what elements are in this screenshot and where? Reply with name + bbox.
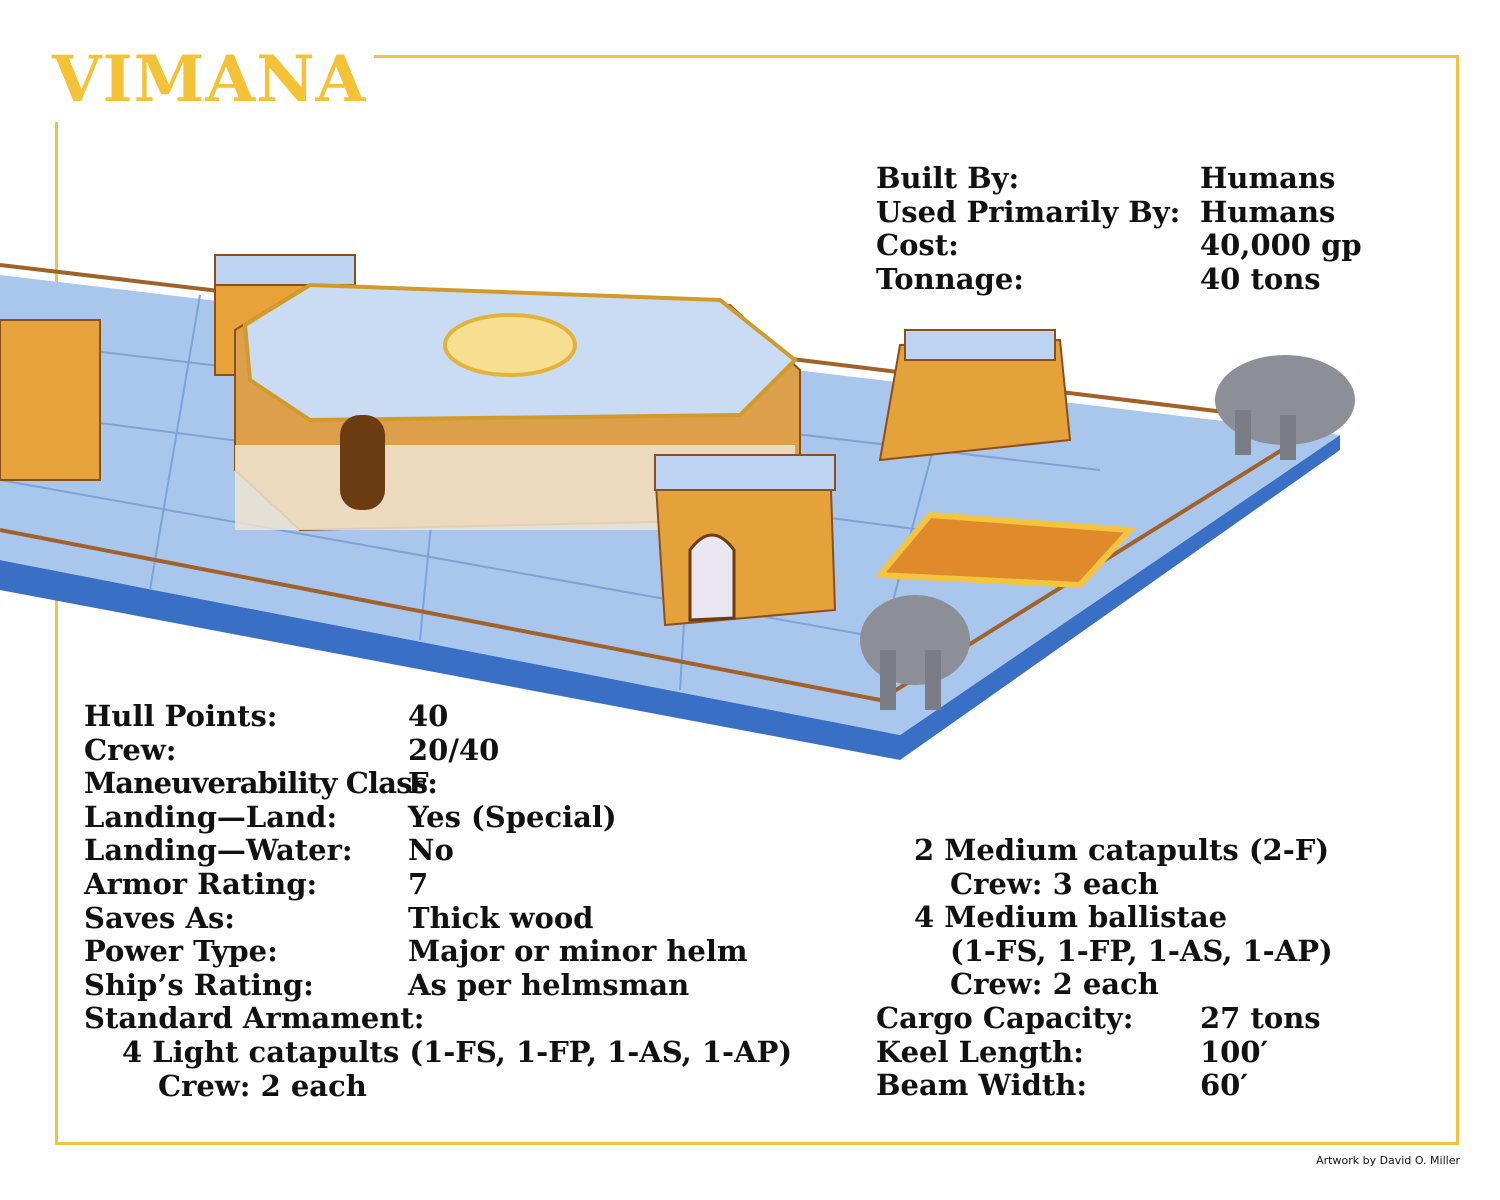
stat-label: Power Type:: [84, 934, 278, 969]
stat-cargo-capacity: Cargo Capacity: 27 tons: [876, 1000, 1436, 1036]
stat-beam-width: Beam Width: 60′: [876, 1069, 1436, 1103]
stat-landing-water: Landing—Water: No: [84, 834, 844, 868]
stat-label: Hull Points:: [84, 699, 278, 733]
stat-label: Crew:: [84, 732, 177, 767]
stat-used-by: Used Primarily By: Humans: [876, 194, 1436, 230]
armament-ballistae-crew: Crew: 2 each: [950, 967, 1159, 1002]
stat-value: 40: [408, 699, 449, 733]
page-title: VIMANA: [52, 38, 375, 122]
stat-value: 100′: [1200, 1034, 1269, 1069]
stat-value: As per helmsman: [408, 967, 690, 1002]
stat-label: Landing—Land:: [84, 799, 338, 834]
stat-label: Used Primarily By:: [876, 194, 1181, 229]
stat-hull-points: Hull Points: 40: [84, 699, 844, 734]
armament-medium-catapults-crew: Crew: 3 each: [950, 866, 1159, 901]
armament-ballistae-arcs: (1-FS, 1-FP, 1-AS, 1-AP): [950, 933, 1333, 968]
stat-cost: Cost: 40,000 gp: [876, 229, 1436, 263]
stat-value: Humans: [1200, 161, 1336, 195]
stat-maneuverability: Maneuverability Class: F: [84, 767, 844, 801]
stat-label: Maneuverability Class:: [84, 766, 438, 801]
stat-label: Beam Width:: [876, 1068, 1088, 1103]
stat-label: Ship’s Rating:: [84, 967, 314, 1002]
stat-landing-land: Landing—Land: Yes (Special): [84, 799, 844, 835]
armament-medium-catapults: 2 Medium catapults (2-F): [914, 833, 1330, 867]
stat-label: Tonnage:: [876, 261, 1024, 296]
stat-value: Humans: [1200, 194, 1336, 229]
stat-value: Yes (Special): [408, 799, 617, 834]
stat-keel-length: Keel Length: 100′: [876, 1034, 1436, 1070]
ship-origin-stats: Built By: Humans Used Primarily By: Huma…: [876, 161, 1436, 297]
stat-label: Landing—Water:: [84, 833, 353, 868]
ship-combat-stats: Hull Points: 40 Crew: 20/40 Maneuverabil…: [84, 699, 844, 1103]
stat-label: Standard Armament:: [84, 1001, 425, 1036]
stat-value: 60′: [1200, 1068, 1249, 1103]
stat-label: Cost:: [876, 228, 959, 263]
stat-label: Built By:: [876, 161, 1020, 195]
stat-label: Cargo Capacity:: [876, 1000, 1134, 1035]
armament-light-catapults: 4 Light catapults (1-FS, 1-FP, 1-AS, 1-A…: [122, 1034, 793, 1069]
stat-crew: Crew: 20/40: [84, 732, 844, 768]
stat-label: Saves As:: [84, 900, 235, 935]
vimana-illustration: [0, 254, 1355, 760]
stat-label: Keel Length:: [876, 1034, 1084, 1069]
stat-saves-as: Saves As: Thick wood: [84, 900, 844, 936]
stat-value: 7: [408, 866, 429, 901]
stat-ships-rating: Ship’s Rating: As per helmsman: [84, 967, 844, 1003]
stat-built-by: Built By: Humans: [876, 161, 1436, 196]
stat-standard-armament: Standard Armament:: [84, 1002, 844, 1036]
armament-light-catapults-crew: Crew: 2 each: [158, 1068, 367, 1103]
armament-medium-ballistae: 4 Medium ballistae: [914, 900, 1228, 935]
stat-tonnage: Tonnage: 40 tons: [876, 261, 1436, 297]
stat-value: 20/40: [408, 732, 500, 767]
stat-power-type: Power Type: Major or minor helm: [84, 935, 844, 969]
stat-armor-rating: Armor Rating: 7: [84, 866, 844, 902]
stat-value: 27 tons: [1200, 1000, 1321, 1035]
stat-value: No: [408, 833, 454, 868]
ship-armament-cargo: 2 Medium catapults (2-F) Crew: 3 each 4 …: [876, 833, 1436, 1103]
stat-value: Major or minor helm: [408, 934, 748, 969]
artwork-credit: Artwork by David O. Miller: [1316, 1154, 1460, 1167]
stat-value: 40 tons: [1200, 261, 1321, 296]
stat-value: Thick wood: [408, 900, 594, 935]
stat-value: 40,000 gp: [1200, 228, 1362, 263]
stat-label: Armor Rating:: [84, 866, 318, 901]
stat-value: F: [408, 766, 429, 801]
